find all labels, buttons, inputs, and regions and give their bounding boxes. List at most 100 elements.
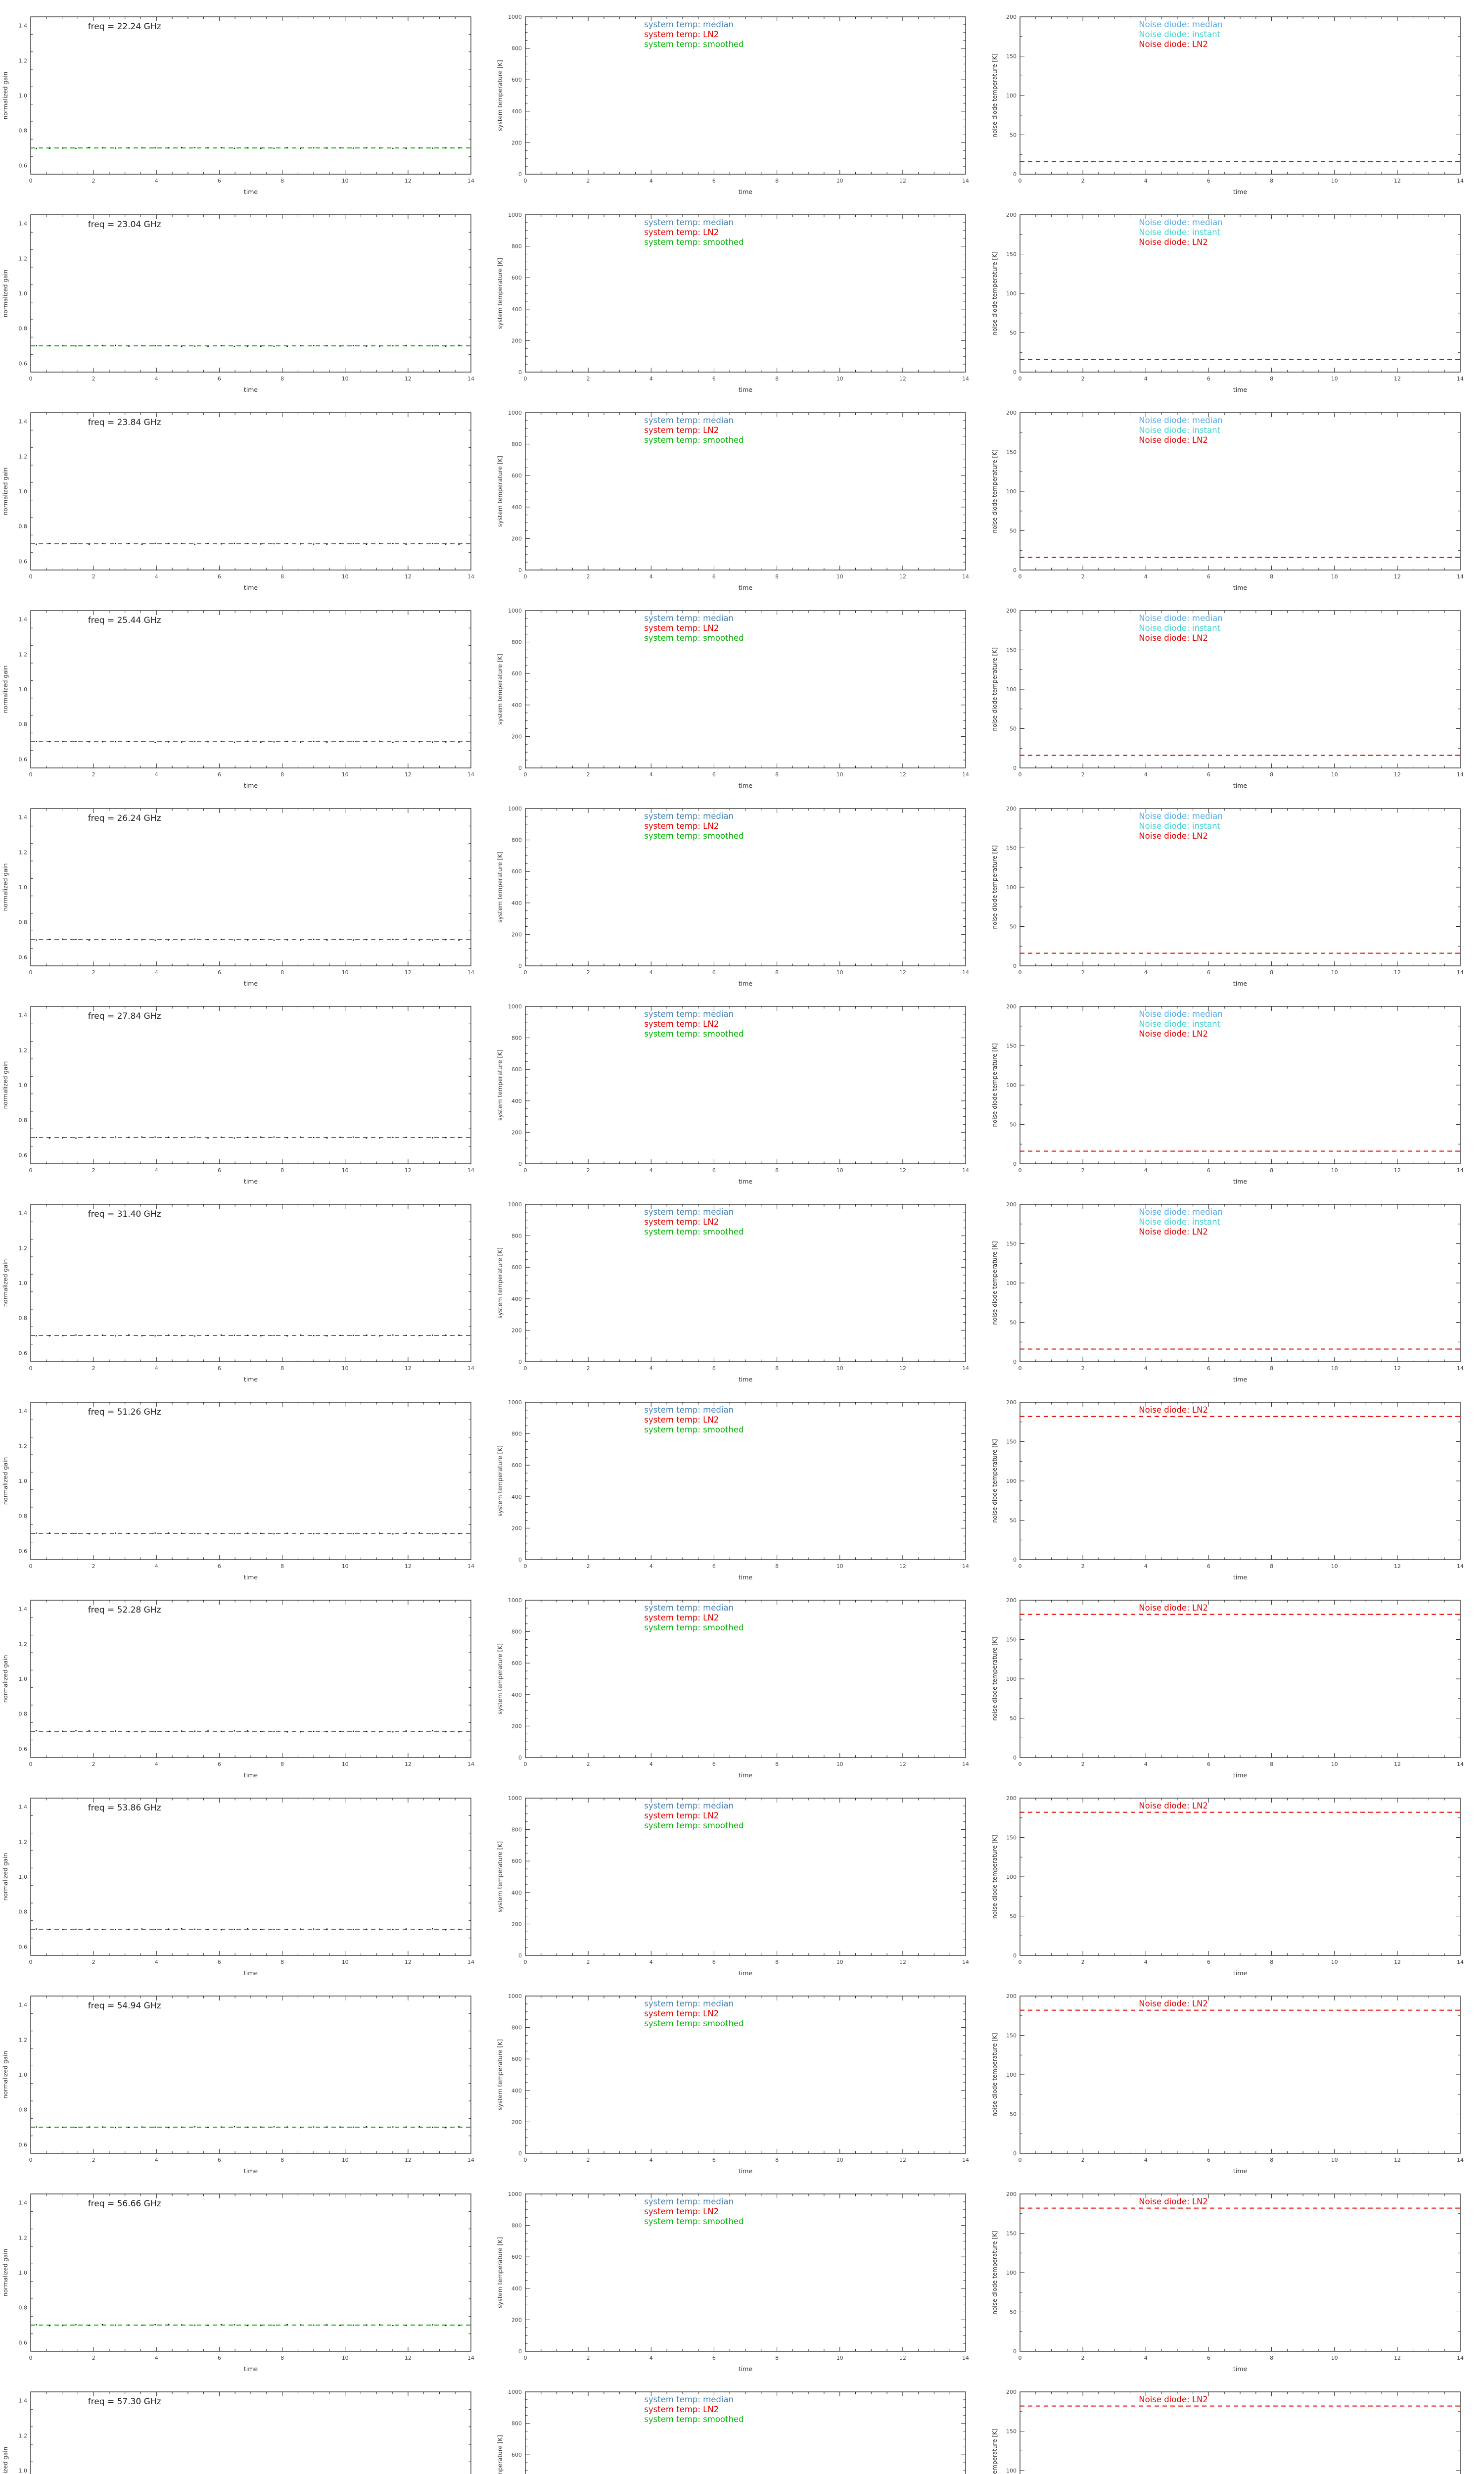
series-marker [62,938,64,940]
legend-entry: system temp: LN2 [644,2009,719,2018]
y-tick-label: 200 [511,733,522,740]
series-marker [36,345,37,346]
x-tick-label: 0 [1019,969,1022,976]
y-tick-label: 100 [1006,290,1017,297]
x-tick-label: 2 [92,1365,95,1372]
series-marker [405,1137,407,1139]
x-tick-label: 14 [467,1959,474,1965]
series-marker [48,147,50,149]
x-tick-label: 12 [405,771,412,778]
tick-labels: 0 2 4 6 8 10 12 14 0 200 400 600 800 1000 [508,1795,969,1965]
x-tick-label: 6 [712,2355,716,2361]
y-tick-label: 400 [511,900,522,906]
series-marker [48,543,50,544]
series-marker [286,2324,288,2326]
legend-entry: system temp: LN2 [644,1811,719,1820]
series-marker [233,741,235,743]
series-marker [62,345,64,346]
series-marker [352,345,354,346]
y-tick-label: 0.6 [19,1350,28,1356]
x-tick-label: 10 [836,2355,843,2361]
y-tick-label: 200 [1006,1993,1017,1999]
x-tick-label: 2 [587,1761,590,1767]
series-marker [405,1730,407,1732]
y-tick-label: 1.0 [19,93,28,99]
series-marker [432,345,433,347]
series-marker [432,1334,433,1336]
panel-row4-col3: 0 2 4 6 8 10 12 14 0 50 100 150 200 time noise diode t… [989,594,1484,792]
series-marker [62,543,64,545]
tick-labels: 0 2 4 6 8 10 12 14 0.6 0.8 1.0 1.2 1.4 [19,1606,475,1767]
y-tick-label: 400 [511,2088,522,2094]
x-tick-label: 8 [1270,1761,1273,1767]
x-tick-label: 2 [587,771,590,778]
x-tick-label: 0 [524,771,527,778]
series-marker [207,1137,209,1139]
y-tick-label: 100 [1006,2072,1017,2078]
y-tick-label: 1000 [508,1399,522,1406]
tick-labels: 0 2 4 6 8 10 12 14 0.6 0.8 1.0 1.2 1.4 [19,221,475,382]
y-tick-label: 400 [511,504,522,511]
x-tick-label: 10 [342,771,349,778]
tick-labels: 0 2 4 6 8 10 12 14 0 200 400 600 800 1000 [508,2191,969,2361]
y-tick-label: 150 [1006,1043,1017,1049]
series-marker [392,1929,394,1930]
legend-entry: system temp: smoothed [644,238,743,247]
y-tick-label: 800 [511,1431,522,1437]
plot-frame [30,16,471,175]
x-tick-label: 2 [1081,2157,1085,2163]
series-marker [405,147,407,149]
x-tick-label: 8 [280,178,284,184]
plot-frame [525,16,966,175]
series-marker [300,1533,301,1534]
series-marker [273,2325,275,2326]
series-marker [339,938,341,940]
series-marker [379,1532,380,1534]
series-marker [48,1532,50,1534]
y-tick-label: 1.0 [19,1082,28,1089]
y-axis-label: noise diode temperature [K] [991,449,998,533]
x-axis-label: time [1233,584,1248,591]
series-marker [379,1731,380,1733]
x-tick-label: 12 [899,2157,906,2163]
plot-frame [30,1996,471,2154]
plot-panel: 0 2 4 6 8 10 12 14 0 200 400 600 800 1000 time system t… [497,2191,969,2373]
y-axis-label: noise diode temperature [K] [991,251,998,335]
series-marker [260,2126,262,2128]
axis-ticks [525,1798,966,1956]
legend-entry: Noise diode: LN2 [1139,238,1208,247]
x-tick-label: 4 [1144,1761,1148,1767]
y-tick-label: 50 [1010,924,1017,930]
series-marker [128,2127,130,2128]
series-marker [101,147,103,149]
legend-entry: Noise diode: LN2 [1139,2395,1208,2404]
x-tick-label: 4 [1144,1365,1148,1372]
plot-panel: 0 2 4 6 8 10 12 14 0 200 400 600 800 1000 time system t… [497,1003,969,1185]
y-tick-label: 1.2 [19,1047,28,1053]
series-marker [392,147,394,149]
tick-labels: 0 2 4 6 8 10 12 14 0 200 400 600 800 1000 [508,410,969,580]
x-tick-label: 2 [587,573,590,580]
plot-panel: 0 2 4 6 8 10 12 14 0 200 400 600 800 1000 time system t… [497,1597,969,1779]
series-marker [366,543,368,545]
series-marker [260,345,262,347]
x-tick-label: 10 [836,376,843,382]
y-tick-label: 150 [1006,1439,1017,1445]
series-marker [392,741,394,743]
axis-ticks [1020,808,1461,966]
x-tick-label: 2 [1081,178,1085,184]
series-marker [352,147,354,149]
x-tick-label: 6 [218,1563,221,1570]
axis-ticks [525,1006,966,1164]
x-tick-label: 4 [1144,1563,1148,1570]
series-marker [458,939,460,941]
series-marker [313,939,315,940]
y-tick-label: 50 [1010,1715,1017,1722]
series-marker [445,147,447,149]
x-tick-label: 12 [899,1761,906,1767]
series-marker [418,1335,420,1336]
x-tick-label: 12 [1394,573,1401,580]
series-marker [286,345,288,347]
x-tick-label: 8 [1270,1167,1273,1174]
series-marker [432,147,433,149]
